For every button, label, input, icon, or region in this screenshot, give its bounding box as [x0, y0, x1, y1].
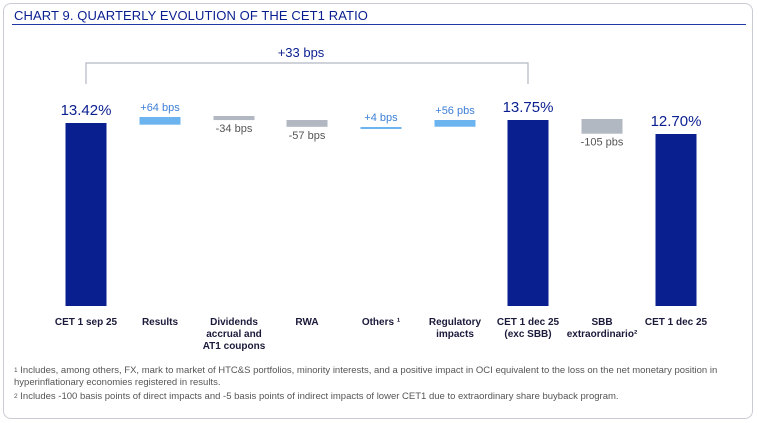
data-label-4: -57 bps: [289, 130, 326, 142]
data-label-8: -105 pbs: [581, 137, 624, 149]
category-label-3-line-3: AT1 coupons: [203, 341, 266, 352]
bar-7: [507, 120, 549, 306]
footnote-2: 2 Includes -100 basis points of direct i…: [14, 391, 619, 402]
bar-5: [360, 127, 402, 129]
chart-title: CHART 9. QUARTERLY EVOLUTION OF THE CET1…: [14, 8, 368, 23]
category-label-2: Results: [142, 317, 179, 328]
bar-1: [65, 123, 107, 306]
category-label-4: RWA: [295, 317, 318, 328]
bar-6: [434, 120, 476, 127]
bracket-label: +33 bps: [278, 45, 325, 60]
footnotes: 1 Includes, among others, FX, mark to ma…: [14, 365, 734, 405]
footnote-1: 1 Includes, among others, FX, mark to ma…: [14, 365, 718, 388]
category-label-7-line-2: (exc SBB): [504, 329, 551, 340]
data-label-3: -34 bps: [216, 123, 253, 135]
data-label-6: +56 pbs: [435, 105, 475, 117]
chart-frame: [3, 3, 753, 419]
category-label-8-line-1: SBB: [591, 317, 612, 328]
category-label-3-line-1: Dividends: [210, 317, 258, 328]
data-label-1: 13.42%: [61, 102, 112, 119]
bar-9: [655, 134, 697, 306]
category-label-9: CET 1 dec 25: [645, 317, 708, 328]
data-label-9: 12.70%: [651, 113, 702, 130]
category-label-3-line-2: accrual and: [206, 329, 262, 340]
data-label-2: +64 bps: [140, 102, 180, 114]
category-label-7-line-1: CET 1 dec 25: [497, 317, 560, 328]
title-divider: [12, 24, 746, 25]
data-label-5: +4 bps: [364, 112, 398, 124]
category-label-8-line-2: extraordinario²: [567, 329, 638, 340]
bar-4: [286, 120, 328, 127]
category-label-6-line-1: Regulatory: [429, 317, 482, 328]
bar-8: [581, 119, 623, 134]
waterfall-chart: 13.42% CET 1 sep 25 +64 bps Results -34 bps D…: [55, 45, 708, 352]
bar-2: [139, 117, 181, 125]
category-label-6-line-2: impacts: [436, 329, 474, 340]
bracket-line: [85, 62, 529, 84]
category-label-1: CET 1 sep 25: [55, 317, 118, 328]
bar-3: [213, 116, 255, 121]
category-label-5: Others ¹: [362, 317, 401, 328]
data-label-7: 13.75%: [503, 99, 554, 116]
